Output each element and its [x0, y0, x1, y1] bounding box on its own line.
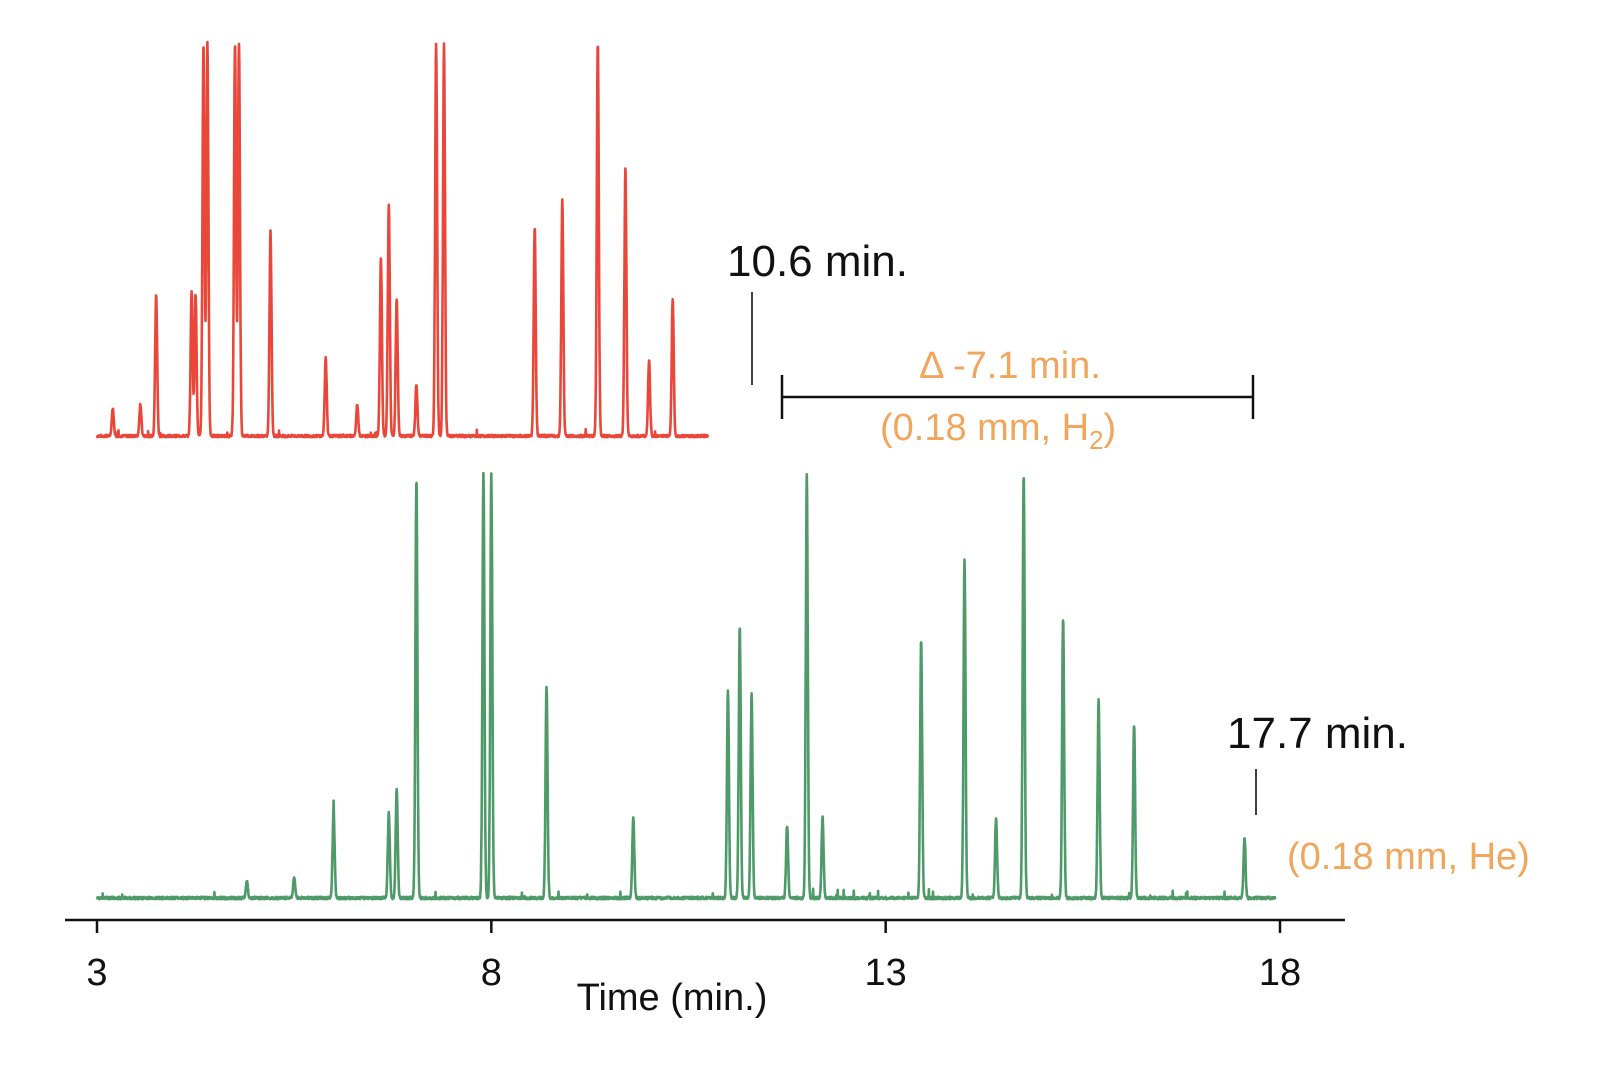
he-trace-line [95, 471, 1277, 901]
h2-label-subscript: 2 [1089, 425, 1103, 455]
x-tick-label: 8 [481, 952, 502, 994]
h2-trace-line [95, 40, 710, 439]
x-axis-ticks: 3 8 13 18 [86, 920, 1301, 994]
x-axis-title: Time (min.) [577, 977, 768, 1019]
he-column-label: (0.18 mm, He) [1287, 836, 1530, 878]
h2-label-close: ) [1104, 407, 1117, 449]
h2-run-end-label: 10.6 min. [727, 237, 908, 286]
delta-bracket [780, 375, 1255, 419]
h2-label-main: (0.18 mm, H [880, 407, 1089, 449]
x-tick-label: 13 [865, 952, 907, 994]
he-run-end-label: 17.7 min. [1227, 709, 1408, 758]
x-tick-label: 3 [86, 952, 107, 994]
delta-label: Δ -7.1 min. [919, 345, 1101, 387]
x-tick-label: 18 [1259, 952, 1301, 994]
h2-column-label: (0.18 mm, H2) [880, 407, 1116, 455]
